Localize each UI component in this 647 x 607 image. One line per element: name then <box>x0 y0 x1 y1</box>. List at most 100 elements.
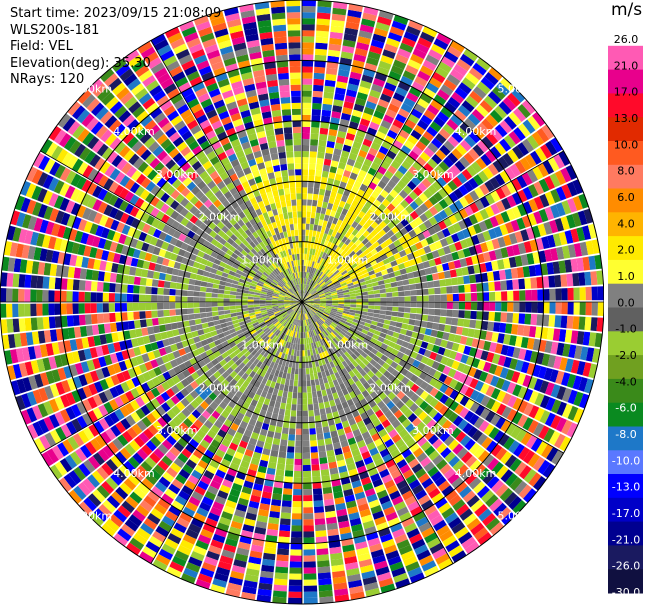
gate-cell <box>358 503 370 512</box>
gate-cell <box>328 315 335 320</box>
gate-cell <box>194 485 206 496</box>
gate-cell <box>278 305 285 309</box>
gate-cell <box>305 362 309 369</box>
gate-cell <box>464 310 471 319</box>
gate-cell <box>428 288 435 295</box>
gate-cell <box>224 405 233 414</box>
gate-cell <box>360 314 367 319</box>
gate-cell <box>147 490 160 503</box>
gate-cell <box>457 276 465 285</box>
gate-cell <box>446 286 453 294</box>
gate-cell <box>416 549 431 561</box>
gate-cell <box>254 292 261 296</box>
gate-cell <box>307 247 311 255</box>
gate-cell <box>117 505 131 518</box>
gate-cell <box>374 293 381 298</box>
gate-cell <box>302 259 304 266</box>
gate-cell <box>115 351 124 362</box>
gate-cell <box>393 184 403 194</box>
gate-cell <box>60 394 71 408</box>
gate-cell <box>217 367 226 375</box>
gate-cell <box>403 335 412 343</box>
gate-cell <box>392 59 407 70</box>
gate-cell <box>384 438 395 448</box>
gate-cell <box>319 306 326 310</box>
gate-cell <box>239 440 248 449</box>
gate-cell <box>356 420 366 429</box>
gate-cell <box>544 249 553 262</box>
gate-cell <box>491 353 501 365</box>
gate-cell <box>340 532 353 541</box>
gate-cell <box>428 49 443 61</box>
gate-cell <box>572 273 580 287</box>
gate-cell <box>206 337 214 344</box>
gate-cell <box>133 487 147 500</box>
gate-cell <box>383 506 396 516</box>
gate-cell <box>226 447 236 457</box>
gate-cell <box>303 307 305 314</box>
gate-cell <box>49 329 58 342</box>
gate-cell <box>48 177 60 192</box>
gate-cell <box>451 131 464 143</box>
gate-cell <box>313 303 320 305</box>
gate-cell <box>43 206 54 220</box>
gate-cell <box>244 332 252 339</box>
gate-cell <box>358 252 366 259</box>
gate-cell <box>353 350 361 358</box>
gate-cell <box>305 223 310 230</box>
gate-cell <box>224 355 232 363</box>
gate-cell <box>293 319 297 325</box>
gate-cell <box>51 369 61 383</box>
gate-cell <box>428 434 439 445</box>
gate-cell <box>522 374 532 388</box>
gate-cell <box>146 379 156 390</box>
gate-cell <box>397 48 411 59</box>
gate-cell <box>380 55 394 65</box>
gate-cell <box>564 329 573 343</box>
gate-cell <box>409 533 423 545</box>
gate-cell <box>236 341 244 349</box>
gate-cell <box>408 458 420 469</box>
gate-cell <box>359 361 367 369</box>
gate-cell <box>342 326 350 332</box>
gate-cell <box>426 252 434 261</box>
gate-cell <box>342 289 350 293</box>
gate-cell <box>282 421 290 429</box>
gate-cell <box>454 381 464 392</box>
gate-cell <box>354 286 361 291</box>
gate-cell <box>81 399 93 412</box>
gate-cell <box>401 490 414 501</box>
gate-cell <box>489 342 497 353</box>
gate-cell <box>98 391 109 404</box>
gate-cell <box>361 164 370 173</box>
gate-cell <box>591 302 598 316</box>
gate-cell <box>302 344 305 351</box>
gate-cell <box>320 383 326 391</box>
gate-cell <box>268 373 274 381</box>
gate-cell <box>341 228 348 236</box>
gate-cell <box>370 382 379 391</box>
gate-cell <box>298 380 302 387</box>
gate-cell <box>132 509 146 522</box>
gate-cell <box>384 410 394 419</box>
gate-cell <box>151 302 158 310</box>
gate-cell <box>230 363 238 371</box>
gate-cell <box>250 340 258 347</box>
gate-cell <box>513 108 527 122</box>
gate-cell <box>314 518 326 526</box>
gate-cell <box>34 373 44 388</box>
gate-cell <box>578 393 590 409</box>
gate-cell <box>125 414 136 427</box>
gate-cell <box>70 188 81 202</box>
gate-cell <box>360 564 374 574</box>
gate-cell <box>422 302 429 308</box>
gate-cell <box>234 509 246 518</box>
gate-cell <box>273 584 288 592</box>
gate-cell <box>203 356 211 365</box>
gate-cell <box>7 257 16 272</box>
gate-cell <box>458 208 469 219</box>
gate-cell <box>363 248 371 256</box>
gate-cell <box>473 174 484 186</box>
gate-cell <box>452 222 462 233</box>
gate-cell <box>351 221 359 229</box>
